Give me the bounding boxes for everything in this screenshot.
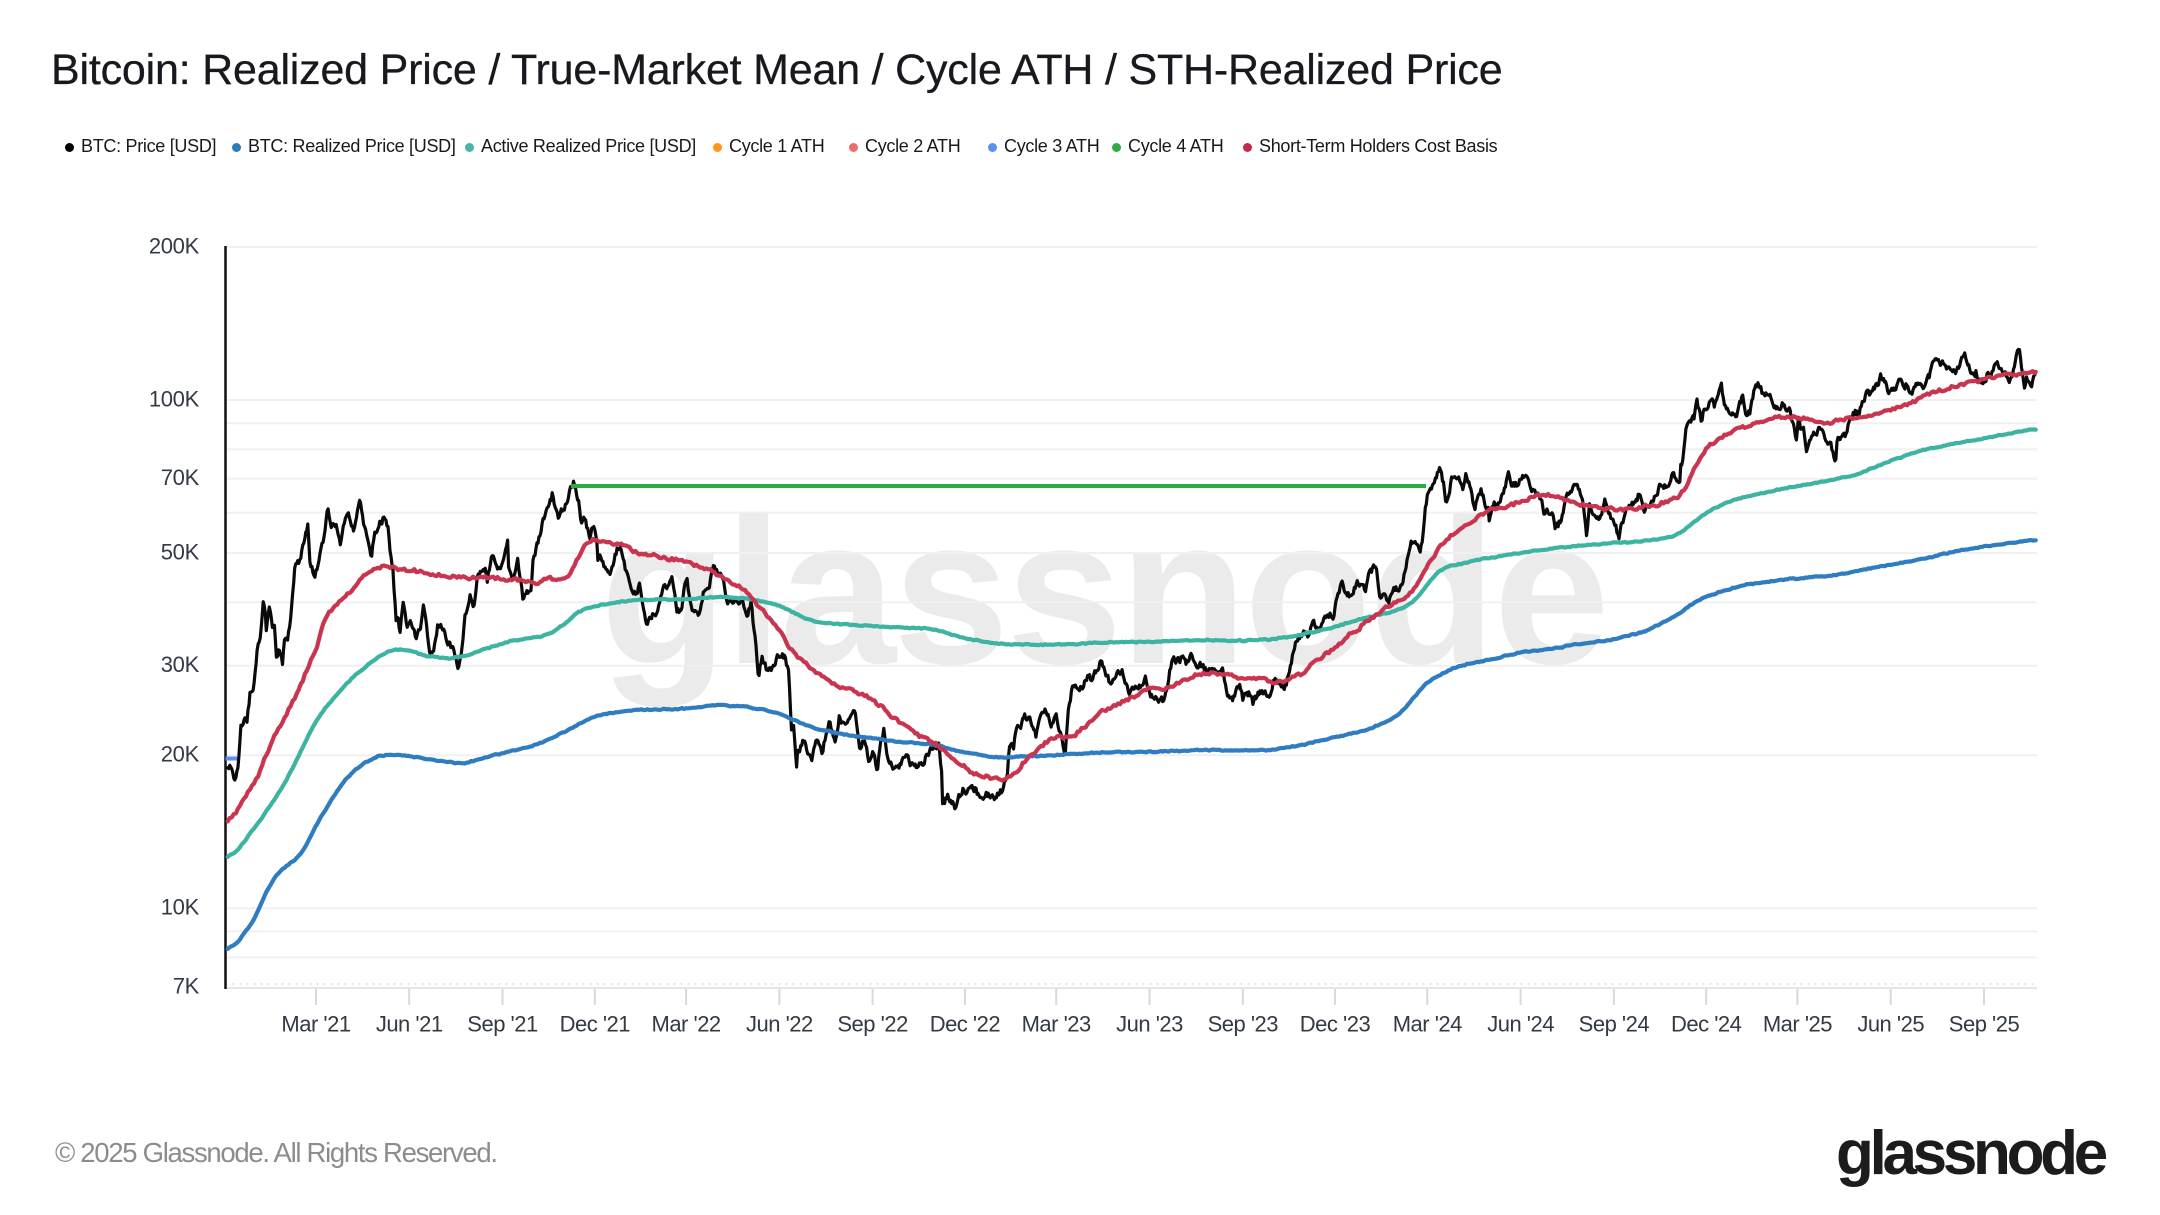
svg-text:10K: 10K (161, 895, 200, 920)
svg-text:glassnode: glassnode (600, 475, 1607, 708)
svg-text:20K: 20K (161, 742, 200, 767)
svg-text:200K: 200K (149, 234, 200, 259)
svg-text:50K: 50K (161, 540, 200, 565)
svg-text:30K: 30K (161, 652, 200, 677)
svg-text:100K: 100K (149, 387, 200, 412)
svg-text:Jun '24: Jun '24 (1487, 1012, 1554, 1037)
svg-text:Dec '22: Dec '22 (930, 1012, 1001, 1037)
svg-text:Mar '23: Mar '23 (1022, 1012, 1091, 1037)
svg-text:Mar '22: Mar '22 (652, 1012, 721, 1037)
svg-text:Dec '23: Dec '23 (1300, 1012, 1371, 1037)
svg-text:Sep '23: Sep '23 (1208, 1012, 1279, 1037)
svg-text:7K: 7K (173, 973, 200, 998)
svg-text:Sep '24: Sep '24 (1579, 1012, 1650, 1037)
svg-text:Mar '21: Mar '21 (281, 1012, 350, 1037)
svg-text:Mar '25: Mar '25 (1763, 1012, 1832, 1037)
svg-text:Jun '23: Jun '23 (1116, 1012, 1183, 1037)
svg-text:Jun '22: Jun '22 (746, 1012, 813, 1037)
svg-text:Mar '24: Mar '24 (1393, 1012, 1462, 1037)
svg-text:Dec '21: Dec '21 (560, 1012, 631, 1037)
svg-text:Jun '25: Jun '25 (1857, 1012, 1924, 1037)
svg-text:Sep '25: Sep '25 (1949, 1012, 2020, 1037)
svg-text:Sep '22: Sep '22 (837, 1012, 908, 1037)
svg-text:70K: 70K (161, 465, 200, 490)
svg-text:Sep '21: Sep '21 (467, 1012, 538, 1037)
svg-text:Dec '24: Dec '24 (1671, 1012, 1742, 1037)
svg-text:Jun '21: Jun '21 (376, 1012, 443, 1037)
